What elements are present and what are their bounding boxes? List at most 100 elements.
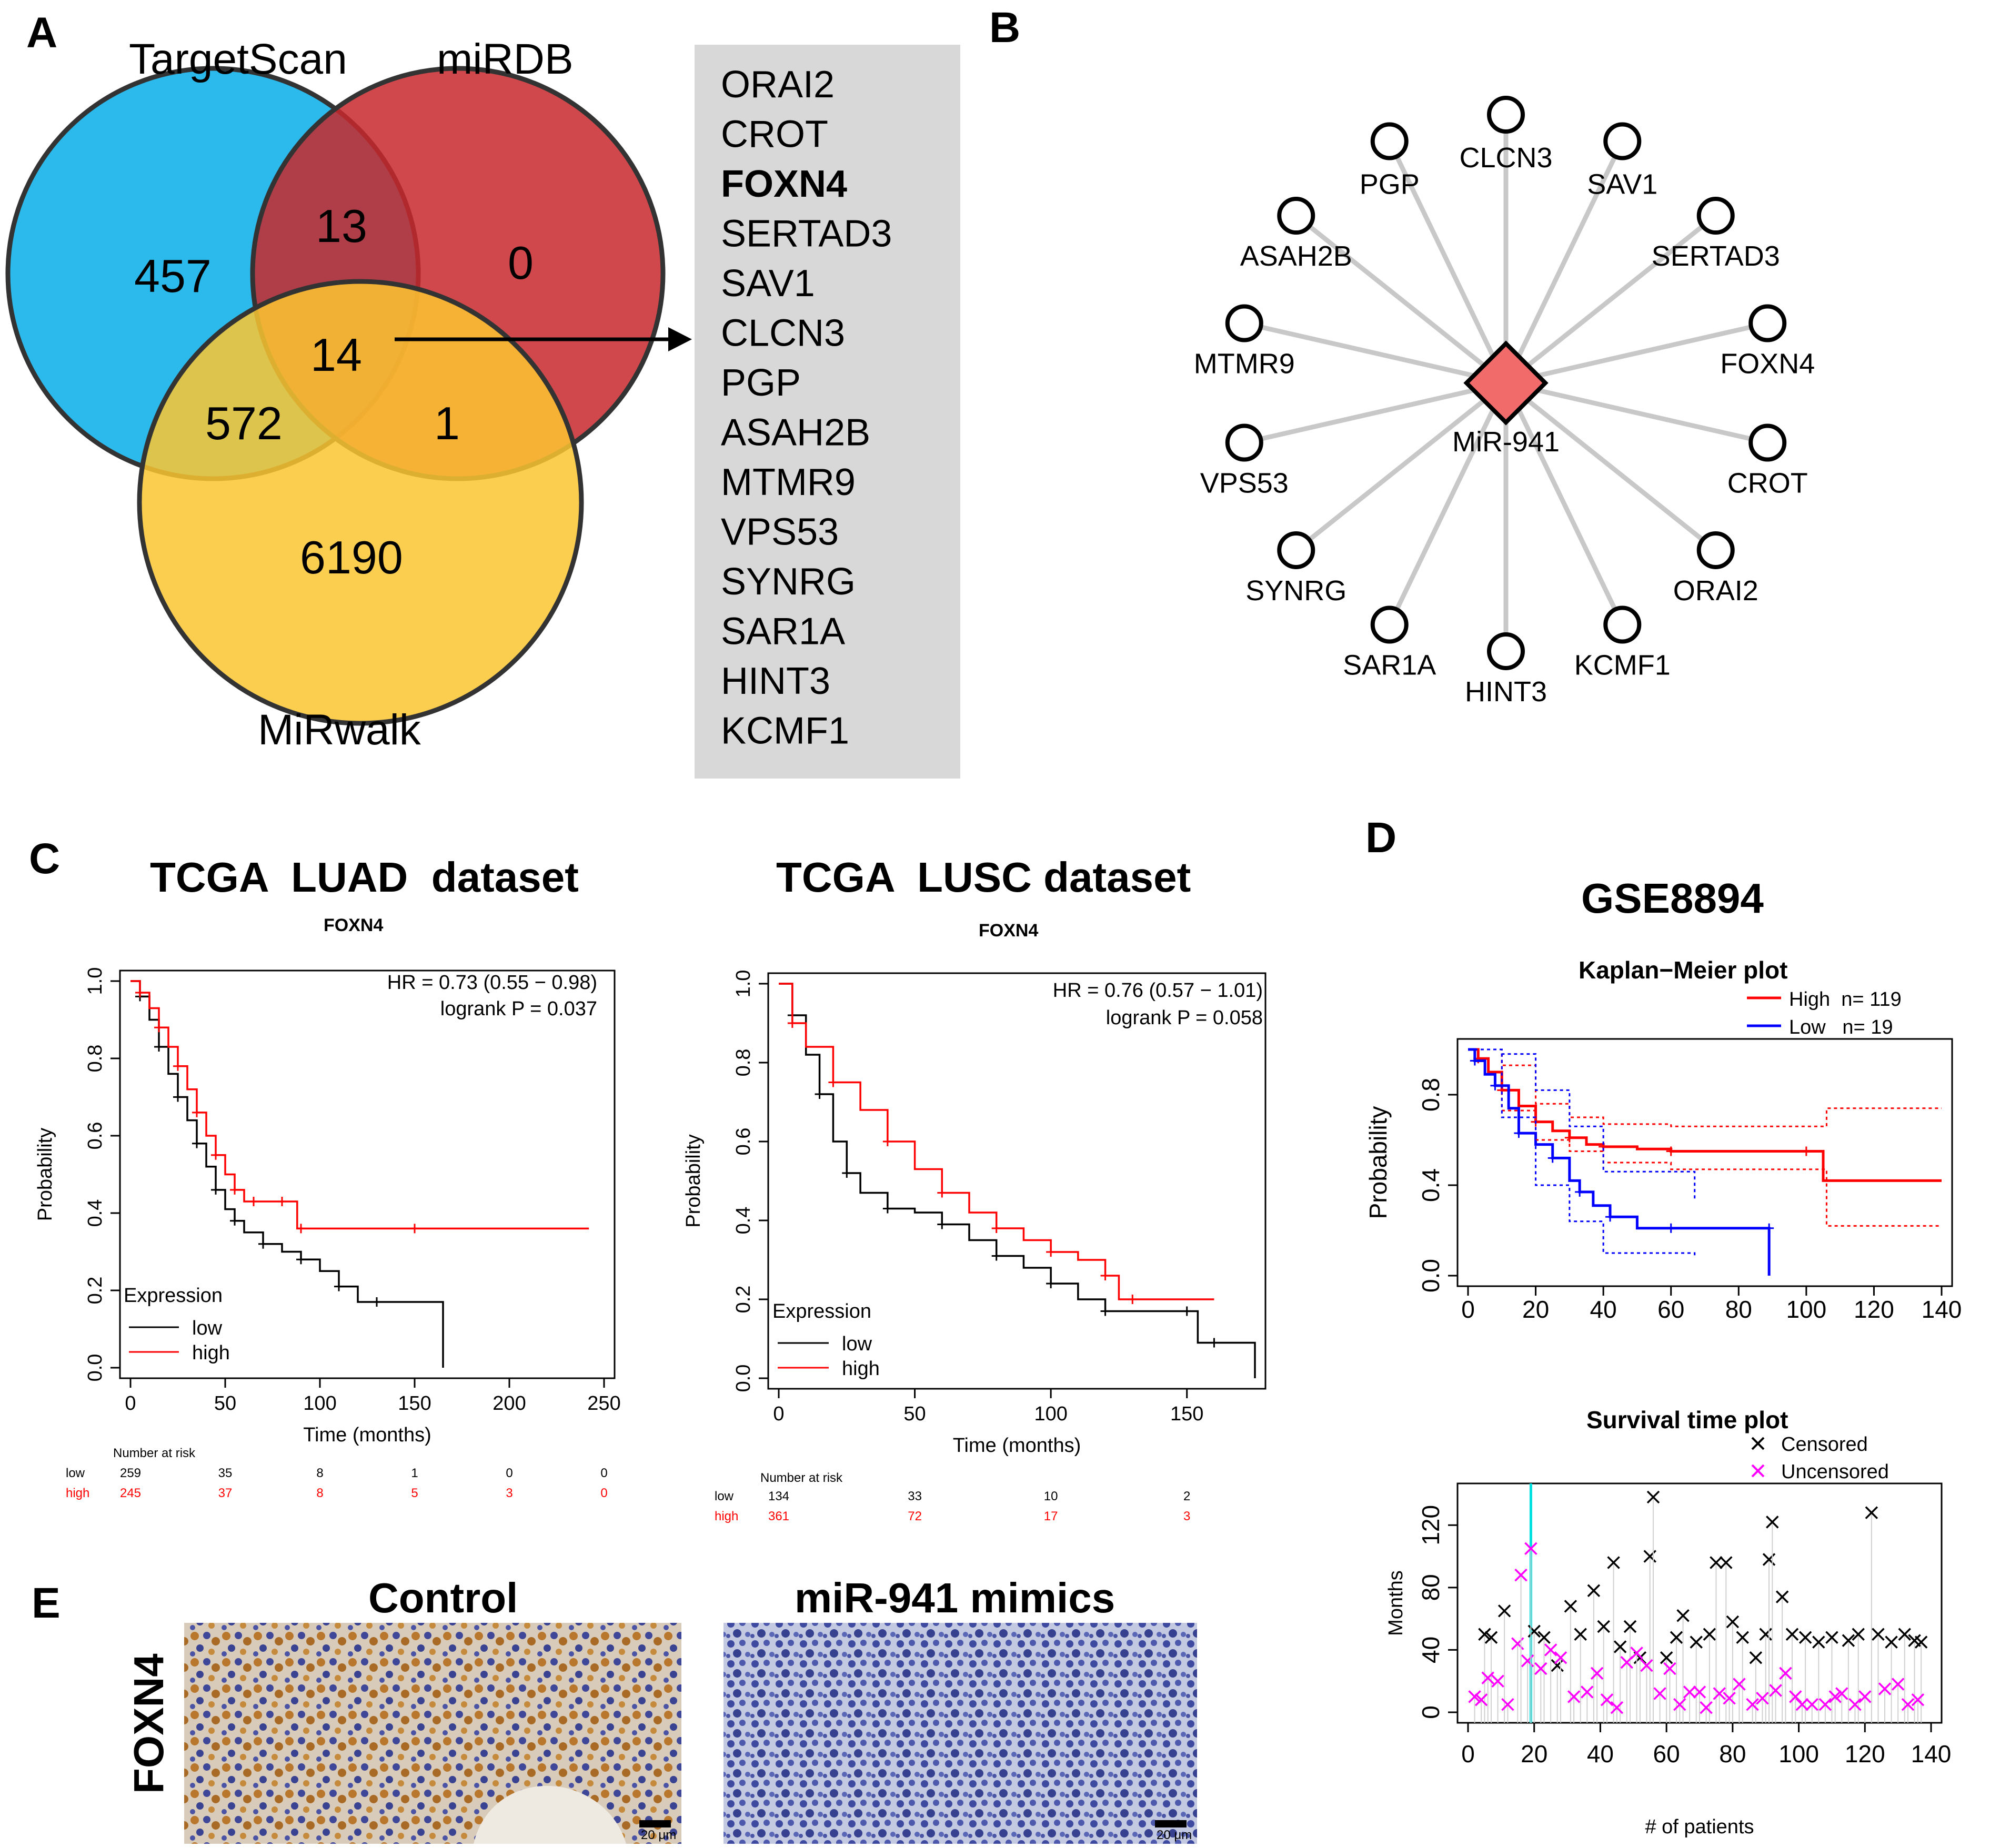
plot-frame [1456,1038,1953,1287]
series-line-high [130,980,589,1230]
gene-list-item: KCMF1 [721,710,849,752]
censor-mark [258,1239,268,1249]
risk-value: 72 [908,1509,922,1523]
gene-list-item: MTMR9 [721,461,856,503]
censor-mark [828,1077,838,1087]
network-node-vps53 [1225,423,1263,462]
ihc-treatment-scalebar [1155,1820,1187,1827]
x-tick-label: 0 [1461,1740,1475,1768]
censor-mark [296,1255,306,1265]
x-tick-label: 40 [1587,1740,1614,1768]
gene-list-item: SERTAD3 [721,213,892,255]
censor-mark [991,1224,1001,1233]
gene-list-item: FOXN4 [721,163,847,205]
uncensored-point [1554,1651,1567,1664]
panel-letter-e: E [32,1579,61,1627]
x-tick-label: 0 [1461,1296,1475,1323]
censor-mark [882,1204,892,1214]
network-center-label: MiR-941 [1452,426,1560,458]
network-node-pgp [1370,122,1409,160]
censored-point [1613,1640,1627,1653]
censor-mark [1575,1187,1585,1197]
censored-point [1676,1609,1690,1622]
censor-mark [372,1297,381,1307]
censor-mark [296,1224,306,1234]
panel-e: E FOXN4 Control miR-941 mimics 20 μm 20 … [32,1574,1197,1844]
x-tick-label: 60 [1653,1740,1680,1768]
venn-arrow-head [668,327,692,351]
censor-mark [1046,1247,1056,1257]
gse-km-subtitle: Kaplan−Meier plot [1579,956,1787,984]
gene-list-item: CROT [721,114,828,156]
x-tick-label: 150 [1170,1403,1203,1425]
x-tick-label: 50 [214,1392,236,1415]
network-node-hint3 [1487,632,1525,670]
network-edge [1387,140,1509,384]
x-tick-label: 140 [1911,1740,1952,1768]
lusc-title: TCGA LUSC dataset [776,854,1191,901]
censored-point [1484,1631,1498,1644]
venn-count-ts-mirwalk: 572 [205,397,283,449]
survival-title: Survival time plot [1586,1406,1788,1433]
censor-mark [1514,1128,1524,1138]
panel-letter-b: B [989,4,1020,52]
censor-mark [230,1185,239,1195]
censor-mark [410,1224,419,1234]
censored-point [1842,1634,1855,1647]
series-line-high [1468,1048,1942,1182]
panel-letter-c: C [29,835,60,883]
gene-list-item: SYNRG [721,561,856,603]
venn-count-ts-mirdb: 13 [316,200,367,252]
y-tick-label: 0.4 [732,1207,755,1235]
uncensored-point [1911,1693,1925,1706]
risk-value: 3 [506,1486,512,1500]
censored-point [1607,1556,1620,1569]
x-tick-label: 40 [1590,1296,1617,1323]
censor-mark [1564,1133,1574,1143]
censor-mark [937,1219,947,1229]
network-label: VPS53 [1200,467,1289,499]
censored-point [1623,1620,1637,1633]
network-node-foxn4 [1748,304,1787,342]
risk-value: 17 [1044,1509,1058,1523]
censored-point [1660,1651,1673,1664]
risk-row-name: high [66,1486,89,1500]
uncensored-point [1567,1690,1581,1703]
x-tick-label: 0 [773,1403,784,1425]
y-tick-label: 0.8 [732,1049,755,1077]
ihc-control-lumen [474,1785,626,1844]
network-label: SERTAD3 [1652,240,1780,272]
network-label: SAV1 [1587,169,1657,200]
y-tick-label: 0.6 [732,1128,755,1156]
x-tick-label: 120 [1845,1740,1885,1768]
network-node-crot [1748,423,1787,462]
venn-circle-mirwalk [137,279,584,726]
network-edge [1503,140,1625,384]
uncensored-point [1901,1698,1915,1711]
y-tick-label: 0.8 [84,1045,106,1073]
uncensored-point [1663,1662,1676,1675]
uncensored-point [1610,1701,1624,1714]
legend-label-high: High n= 119 [1789,988,1902,1011]
luad-title: TCGA LUAD dataset [150,854,579,901]
gene-list-item: SAR1A [721,611,845,653]
censor-mark [249,1196,258,1206]
ihc-control-scale-text: 20 μm [641,1828,676,1842]
network-edge [1503,382,1625,626]
legend-label-low: low [842,1333,872,1355]
uncensored-point [1700,1701,1713,1714]
survival-time-chart: 0 20 40 60 80 100 120 140 0 40 80 120 # of patients M… [1385,1433,1951,1838]
risk-row-name: low [715,1489,734,1503]
risk-value: 5 [411,1486,418,1500]
series-line-low [1468,1048,1771,1276]
censor-mark [787,1018,797,1028]
gse-km-chart: 0 20 40 60 80 100 120 140 0.0 0.4 0.8 Probability Hi… [1364,988,1962,1323]
uncensored-point [1878,1682,1892,1695]
risk-value: 245 [120,1486,141,1500]
gene-list-item: CLCN3 [721,312,845,355]
network-label: ASAH2B [1240,240,1352,272]
risk-value: 8 [316,1486,323,1500]
series-line-low [130,980,444,1368]
network-node-synrg [1277,531,1315,569]
